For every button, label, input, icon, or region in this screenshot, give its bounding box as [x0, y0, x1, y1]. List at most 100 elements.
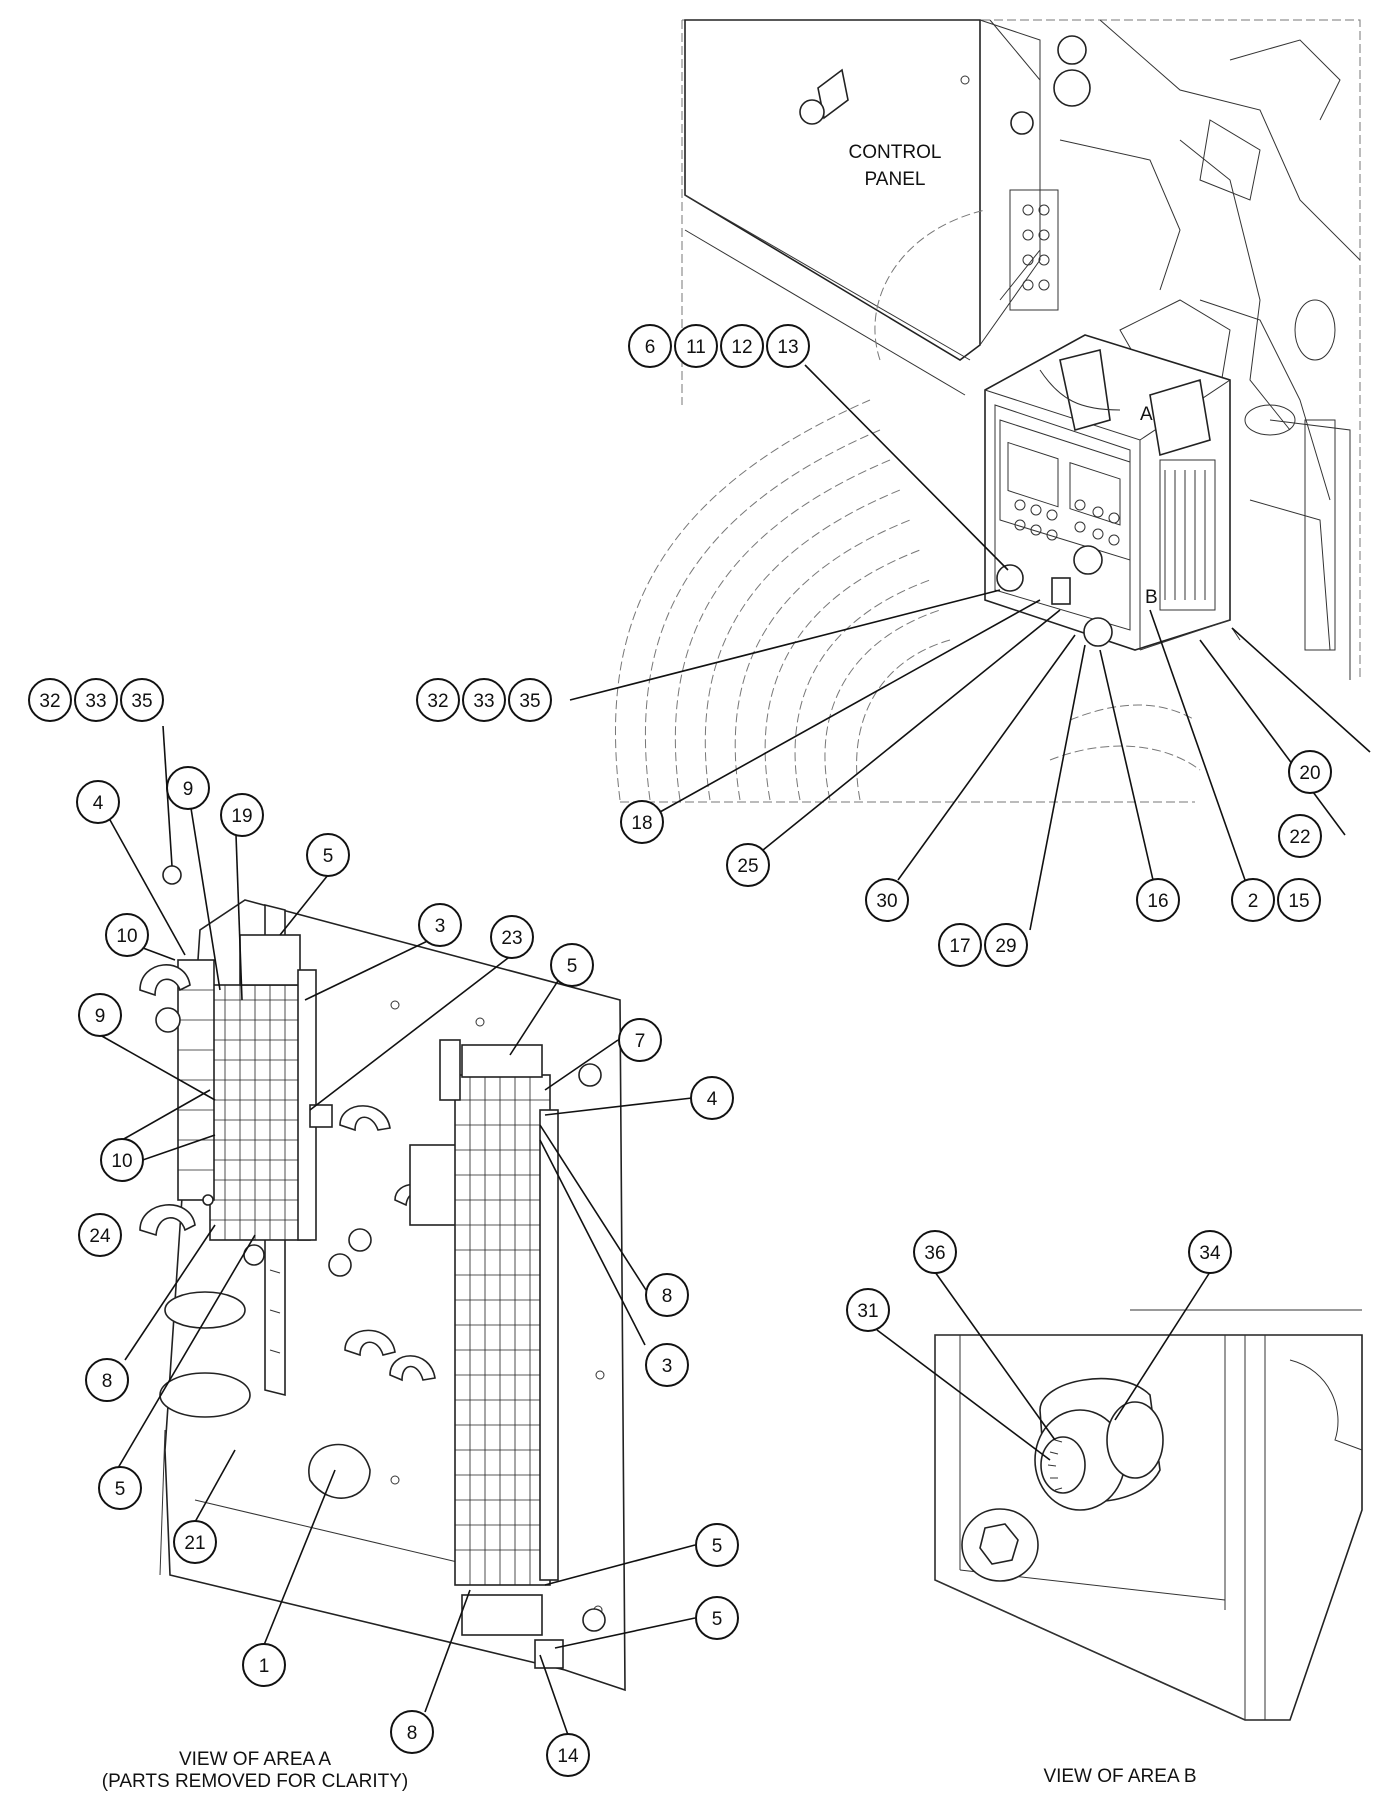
callout: 32 — [28, 678, 72, 722]
left-terminal-block — [177, 934, 333, 1241]
svg-text:35: 35 — [131, 691, 152, 712]
callout: 30 — [865, 878, 909, 922]
main-assembly-view: CONTROL PANEL — [615, 19, 1361, 803]
svg-text:22: 22 — [1289, 827, 1310, 848]
svg-text:5: 5 — [712, 1536, 723, 1557]
svg-text:30: 30 — [876, 891, 897, 912]
callout: 25 — [726, 843, 770, 887]
svg-text:25: 25 — [737, 856, 758, 877]
svg-text:17: 17 — [949, 936, 970, 957]
callout: 8 — [85, 1358, 129, 1402]
callout: 9 — [166, 766, 210, 810]
svg-text:21: 21 — [184, 1533, 205, 1554]
callout: 5 — [306, 833, 350, 877]
svg-text:16: 16 — [1147, 891, 1168, 912]
callout: 19 — [220, 793, 264, 837]
svg-text:20: 20 — [1299, 763, 1320, 784]
svg-text:6: 6 — [645, 337, 656, 358]
callout: 11 — [674, 324, 718, 368]
svg-text:29: 29 — [995, 936, 1016, 957]
svg-text:7: 7 — [635, 1031, 646, 1052]
callout: 3 — [418, 903, 462, 947]
svg-text:5: 5 — [712, 1609, 723, 1630]
callout: 34 — [1188, 1230, 1232, 1274]
control-panel-label-line2: PANEL — [865, 169, 926, 190]
callout: 32 — [416, 678, 460, 722]
callout: 33 — [462, 678, 506, 722]
callout: 5 — [550, 943, 594, 987]
svg-text:8: 8 — [662, 1286, 673, 1307]
callout: 35 — [120, 678, 164, 722]
callout: 10 — [100, 1138, 144, 1182]
callout: 15 — [1277, 878, 1321, 922]
callout: 7 — [618, 1018, 662, 1062]
svg-text:5: 5 — [115, 1479, 126, 1500]
svg-text:9: 9 — [95, 1006, 106, 1027]
svg-text:4: 4 — [707, 1089, 718, 1110]
svg-text:10: 10 — [111, 1151, 132, 1172]
svg-text:14: 14 — [557, 1746, 579, 1767]
callout: 9 — [78, 993, 122, 1037]
drum-dashed-arcs — [615, 209, 1201, 801]
svg-text:33: 33 — [85, 691, 106, 712]
callout: 4 — [76, 780, 120, 824]
callout: 4 — [690, 1076, 734, 1120]
svg-text:9: 9 — [183, 779, 194, 800]
svg-text:11: 11 — [686, 337, 706, 358]
callout: 8 — [390, 1710, 434, 1754]
svg-text:24: 24 — [89, 1226, 111, 1247]
svg-text:18: 18 — [631, 813, 652, 834]
callout-bubbles: 6 11 12 13 32 33 35 18 25 30 17 29 16 2 … — [28, 324, 1332, 1777]
svg-text:5: 5 — [323, 846, 334, 867]
callout: 22 — [1278, 814, 1322, 858]
svg-text:1: 1 — [259, 1656, 270, 1677]
callout: 5 — [98, 1466, 142, 1510]
svg-text:19: 19 — [231, 806, 252, 827]
enclosure-box — [984, 334, 1241, 651]
view-b-caption: VIEW OF AREA B — [1043, 1766, 1196, 1787]
svg-text:3: 3 — [662, 1356, 673, 1377]
svg-text:5: 5 — [567, 956, 578, 977]
svg-text:10: 10 — [116, 926, 137, 947]
callout: 1 — [242, 1643, 286, 1687]
view-area-a — [139, 865, 626, 1692]
svg-text:34: 34 — [1199, 1243, 1221, 1264]
callout: 6 — [628, 324, 672, 368]
callout: 18 — [620, 800, 664, 844]
svg-text:4: 4 — [93, 793, 104, 814]
callout: 23 — [490, 915, 534, 959]
callout: 2 — [1231, 878, 1275, 922]
svg-text:8: 8 — [102, 1371, 113, 1392]
svg-text:32: 32 — [427, 691, 448, 712]
callout: 5 — [695, 1596, 739, 1640]
callout: 14 — [546, 1733, 590, 1777]
svg-text:15: 15 — [1288, 891, 1309, 912]
callout: 29 — [984, 923, 1028, 967]
svg-text:8: 8 — [407, 1723, 418, 1744]
callout: 5 — [695, 1523, 739, 1567]
area-a-label: A — [1140, 404, 1153, 425]
callout: 36 — [913, 1230, 957, 1274]
callout: 33 — [74, 678, 118, 722]
svg-text:36: 36 — [924, 1243, 945, 1264]
area-b-label: B — [1145, 587, 1158, 608]
callout: 35 — [508, 678, 552, 722]
view-a-caption-line2: (PARTS REMOVED FOR CLARITY) — [102, 1771, 409, 1792]
callout: 24 — [78, 1213, 122, 1257]
callout: 8 — [645, 1273, 689, 1317]
svg-text:2: 2 — [1248, 891, 1259, 912]
svg-text:13: 13 — [777, 337, 798, 358]
callout: 31 — [846, 1288, 890, 1332]
callout: 10 — [105, 913, 149, 957]
svg-text:12: 12 — [731, 337, 752, 358]
callout: 16 — [1136, 878, 1180, 922]
callout: 21 — [173, 1520, 217, 1564]
cable-clamps — [139, 865, 606, 1632]
view-a-caption-line1: VIEW OF AREA A — [179, 1749, 331, 1770]
view-area-b — [934, 1309, 1363, 1721]
svg-text:23: 23 — [501, 928, 522, 949]
callout: 13 — [766, 324, 810, 368]
callout: 3 — [645, 1343, 689, 1387]
svg-text:35: 35 — [519, 691, 540, 712]
